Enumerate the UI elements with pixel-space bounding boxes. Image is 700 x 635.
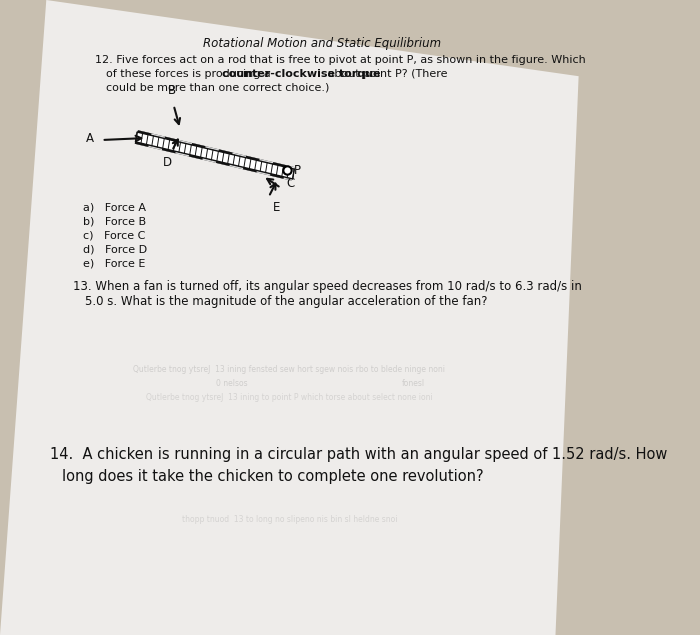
Polygon shape (136, 132, 294, 179)
Text: counter-clockwise torque: counter-clockwise torque (223, 69, 381, 79)
Text: about point P? (There: about point P? (There (323, 69, 447, 79)
Text: fonesl: fonesl (402, 378, 425, 387)
Text: D: D (163, 156, 172, 169)
Text: 0 nelsos: 0 nelsos (216, 378, 247, 387)
Text: a)   Force A: a) Force A (83, 203, 146, 213)
Text: long does it take the chicken to complete one revolution?: long does it take the chicken to complet… (62, 469, 484, 484)
Text: 14.  A chicken is running in a circular path with an angular speed of 1.52 rad/s: 14. A chicken is running in a circular p… (50, 447, 667, 462)
Text: Qutlerbe tnog ytsreJ  13 ining fensted sew hort sgew nois rbo to blede ninge non: Qutlerbe tnog ytsreJ 13 ining fensted se… (133, 366, 445, 375)
Text: b)   Force B: b) Force B (83, 217, 146, 227)
Text: of these forces is producing a: of these forces is producing a (106, 69, 274, 79)
Text: P: P (294, 163, 301, 177)
Text: d)   Force D: d) Force D (83, 245, 147, 255)
Text: thopp tnuod  13 to long no slipeno nis bin sl heldne snoi: thopp tnuod 13 to long no slipeno nis bi… (181, 516, 397, 525)
Text: could be more than one correct choice.): could be more than one correct choice.) (106, 82, 329, 92)
Text: 13. When a fan is turned off, its angular speed decreases from 10 rad/s to 6.3 r: 13. When a fan is turned off, its angula… (73, 280, 582, 293)
Text: c)   Force C: c) Force C (83, 231, 145, 241)
Text: Rotational Motion and Static Equilibrium: Rotational Motion and Static Equilibrium (203, 37, 442, 50)
Text: 12. Five forces act on a rod that is free to pivot at point P, as shown in the f: 12. Five forces act on a rod that is fre… (95, 55, 586, 65)
Text: e)   Force E: e) Force E (83, 259, 145, 269)
Text: B: B (168, 84, 176, 97)
Text: A: A (85, 133, 93, 145)
Text: Qutlerbe tnog ytsreJ  13 ining to point P which torse about select none ioni: Qutlerbe tnog ytsreJ 13 ining to point P… (146, 392, 433, 401)
Polygon shape (0, 0, 579, 635)
Text: 5.0 s. What is the magnitude of the angular acceleration of the fan?: 5.0 s. What is the magnitude of the angu… (85, 295, 488, 308)
Text: C: C (286, 177, 294, 190)
Text: E: E (273, 201, 280, 214)
